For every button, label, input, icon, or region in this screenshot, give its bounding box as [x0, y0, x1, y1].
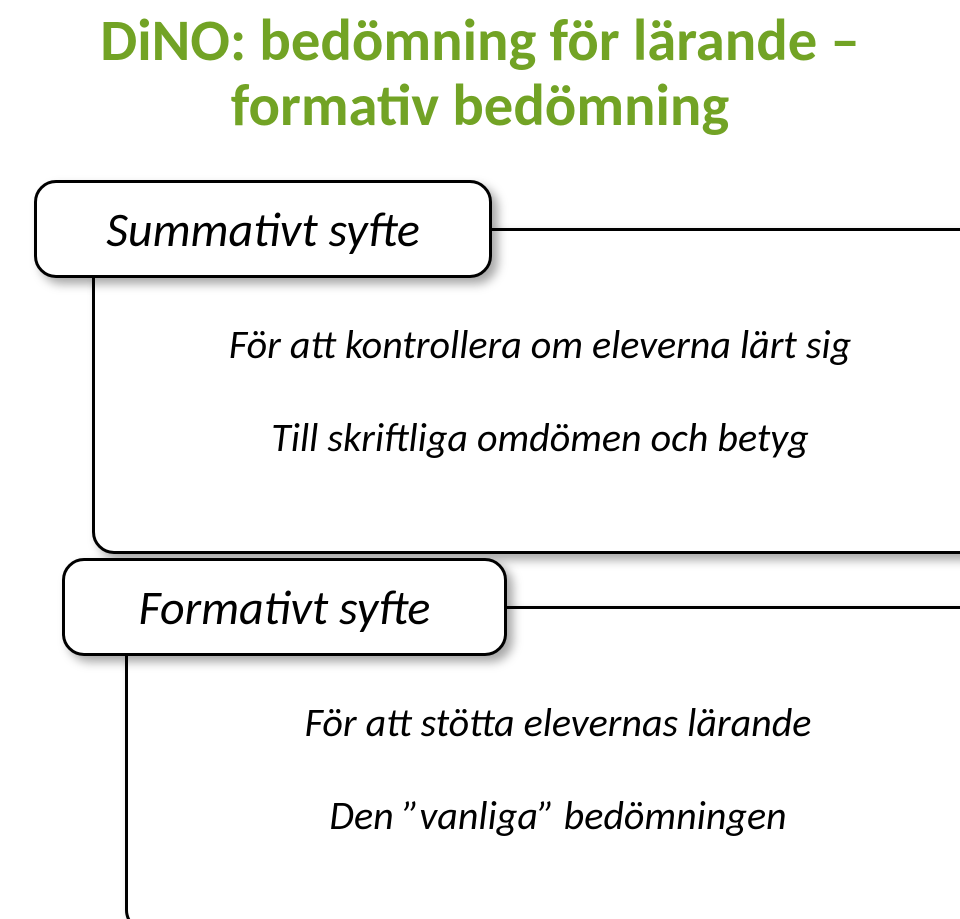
- formativ-label-box: Formativt syfte: [62, 558, 507, 656]
- slide-title: DiNO: bedömning för lärande – formativ b…: [0, 8, 960, 137]
- title-tag: DiNO:: [100, 4, 246, 76]
- slide: DiNO: bedömning för lärande – formativ b…: [0, 0, 960, 919]
- formativ-body-line2: Den ”vanliga” bedömningen: [329, 791, 786, 840]
- title-line1: DiNO: bedömning för lärande –: [0, 8, 960, 73]
- title-rest1: bedömning för lärande –: [246, 4, 860, 76]
- title-line2: formativ bedömning: [231, 69, 729, 141]
- summativ-body-line1: För att kontrollera om eleverna lärt sig: [229, 320, 851, 369]
- summativ-label-box: Summativt syfte: [34, 180, 492, 278]
- summativ-body-line2: Till skriftliga omdömen och betyg: [271, 413, 808, 462]
- summativ-label-text: Summativt syfte: [106, 200, 420, 259]
- formativ-label-text: Formativt syfte: [139, 578, 431, 637]
- formativ-body-line1: För att stötta elevernas lärande: [305, 698, 812, 747]
